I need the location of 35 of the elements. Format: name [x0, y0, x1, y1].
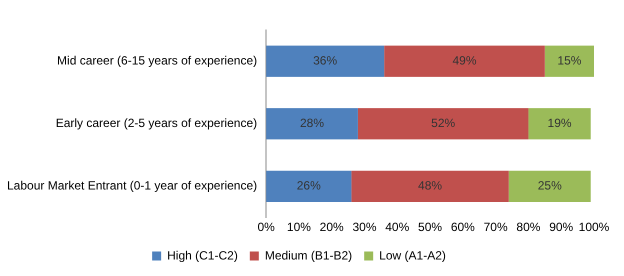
- x-tick-label: 30%: [352, 220, 377, 234]
- x-tick-label: 20%: [320, 220, 344, 234]
- y-tick-label: Early career (2-5 years of experience): [56, 116, 258, 130]
- x-tick-label: 90%: [549, 220, 574, 234]
- y-tick-label: Mid career (6-15 years of experience): [57, 54, 258, 68]
- bar: [266, 108, 358, 140]
- data-label: 19%: [548, 116, 572, 130]
- bar: [508, 170, 591, 202]
- x-tick-label: 70%: [484, 220, 508, 234]
- bar: [358, 108, 528, 140]
- data-label: 52%: [431, 116, 456, 130]
- data-label: 49%: [452, 54, 477, 68]
- y-tick-label: Labour Market Entrant (0-1 year of experience): [7, 178, 258, 193]
- x-tick-label: 50%: [418, 220, 442, 234]
- legend-label: Medium (B1-B2): [264, 248, 352, 262]
- bar: [266, 170, 352, 202]
- legend-label: High (C1-C2): [167, 248, 238, 262]
- bar: [528, 108, 591, 140]
- x-tick-label: 60%: [450, 220, 476, 234]
- data-label: 36%: [313, 54, 338, 68]
- x-tick-label: 0%: [257, 220, 276, 234]
- legend-label: Low (A1-A2): [379, 248, 446, 262]
- bar: [384, 46, 545, 77]
- x-tick-label: 40%: [385, 220, 410, 234]
- bar: [544, 46, 594, 77]
- data-label: 28%: [300, 116, 324, 130]
- x-tick-label: 10%: [286, 220, 312, 234]
- data-label: 26%: [296, 178, 322, 193]
- bar: [351, 170, 509, 202]
- x-tick-label: 80%: [516, 220, 541, 234]
- x-tick-label: 100%: [578, 220, 610, 234]
- data-label: 48%: [418, 178, 442, 193]
- data-label: 25%: [538, 178, 562, 193]
- data-label: 15%: [557, 54, 582, 68]
- bar: [266, 46, 384, 77]
